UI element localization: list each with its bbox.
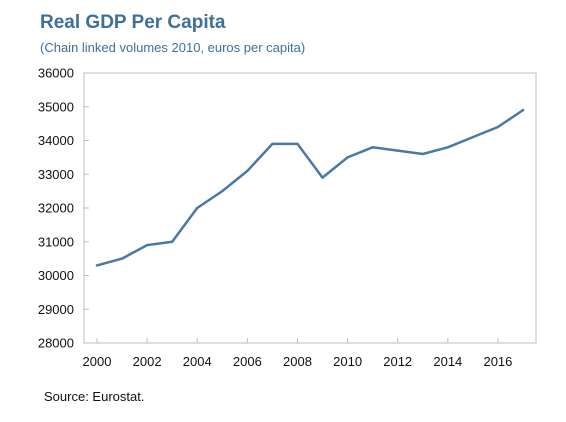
x-tick-label: 2016 [483,354,512,369]
chart-title: Real GDP Per Capita [40,12,226,33]
data-point [196,206,199,210]
data-point [396,149,399,152]
x-tick-label: 2014 [433,354,462,369]
y-tick-label: 29000 [38,302,74,317]
data-point [145,243,149,247]
data-point [296,142,299,146]
data-point [171,240,174,243]
y-tick-label: 34000 [38,133,74,148]
series-layer [95,108,525,267]
data-point [421,152,424,156]
data-point [271,142,274,146]
data-point [321,176,324,179]
y-tick-label: 35000 [38,99,74,114]
data-point [496,125,500,129]
y-tick-label: 30000 [38,268,74,283]
y-tick-label: 33000 [38,167,74,182]
y-axis-ticks: 28000 29000 30000 31000 32000 33000 34000 35000… [38,66,89,351]
x-tick-label: 2004 [183,354,212,369]
y-tick-label: 36000 [38,66,74,81]
data-point [521,108,525,112]
y-tick-label: 31000 [38,234,74,249]
data-point [346,156,349,159]
data-point [95,264,99,267]
source-note: Source: Eurostat. [44,389,145,404]
series-line [95,108,525,267]
data-point [246,169,249,173]
y-tick-label: 32000 [38,201,74,216]
x-tick-label: 2006 [233,354,262,369]
x-tick-label: 2008 [283,354,312,369]
y-tick-label: 28000 [38,336,74,351]
data-point [371,146,374,149]
x-axis-ticks: 2000 2002 2004 2006 2008 2010 2012 2014 2016 [83,338,512,369]
x-tick-label: 2010 [333,354,362,369]
x-tick-label: 2002 [133,354,162,369]
data-point [221,189,224,193]
data-point [120,257,124,260]
data-point [471,135,475,139]
data-point [446,146,449,149]
chart-subtitle: (Chain linked volumes 2010, euros per ca… [40,40,306,55]
x-tick-label: 2000 [83,354,112,369]
x-tick-label: 2012 [383,354,412,369]
plot-area-frame [83,72,537,344]
